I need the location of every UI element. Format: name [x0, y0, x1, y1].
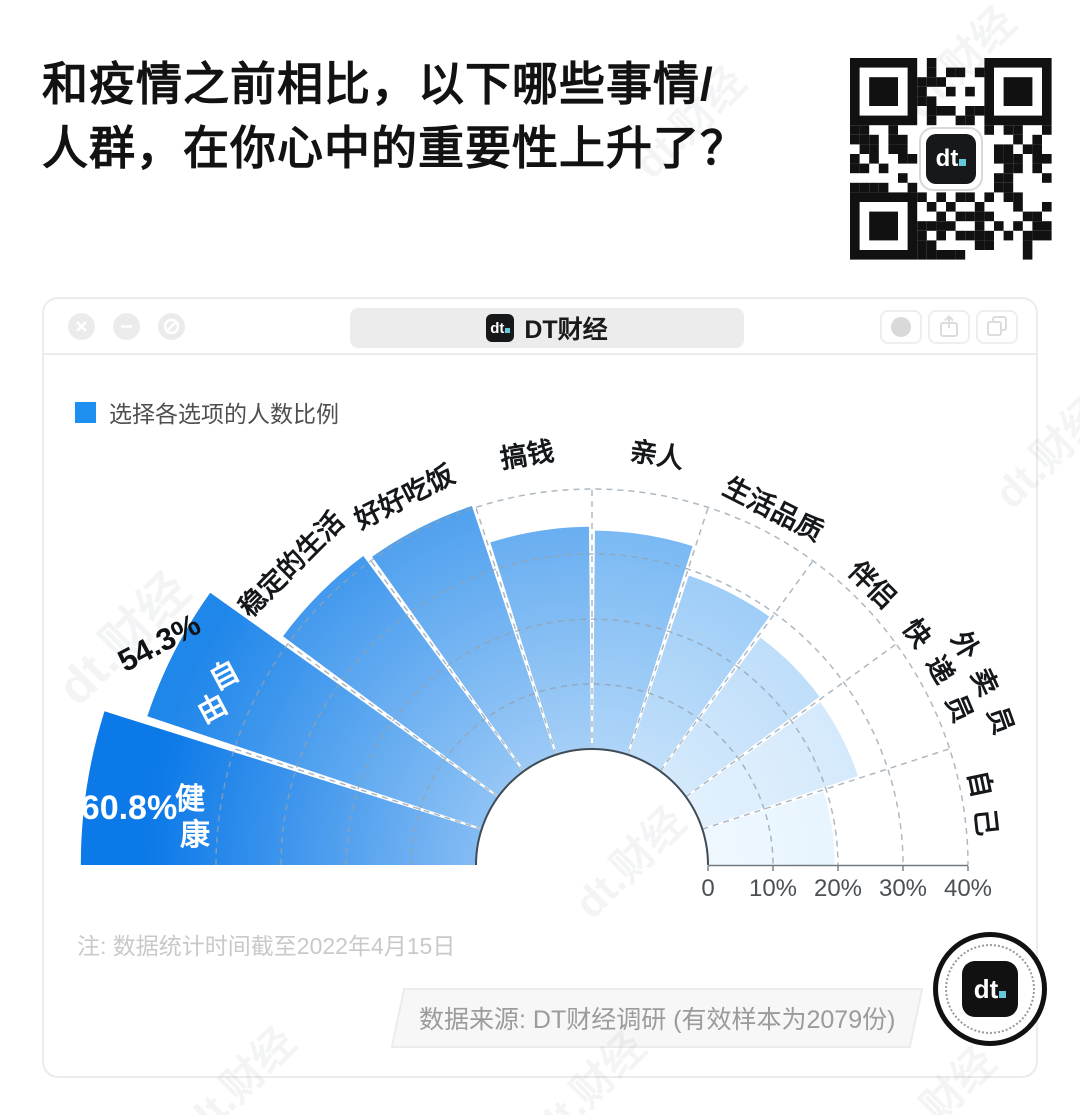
source-text: 数据来源: DT财经调研 (有效样本为2079份) [418, 1006, 896, 1034]
dt-logo-text: dt [490, 319, 505, 337]
axis-tick-label: 20% [814, 875, 862, 902]
axis-tick-label: 30% [879, 875, 927, 902]
dt-logo-text: dt [973, 974, 999, 1004]
source-banner: 数据来源: DT财经调研 (有效样本为2079份) [390, 988, 924, 1048]
browser-window: dt DT财经 选择各选项的人数比例 0 10% 20% 30% 40% 稳定的生活 好好吃… [42, 297, 1047, 1078]
close-button[interactable] [68, 313, 95, 340]
slash-icon [166, 321, 177, 332]
qr-code: dt [850, 58, 1052, 260]
axis-tick-label: 10% [749, 875, 797, 902]
wedge-label-health: 康 [180, 818, 211, 852]
page-title: 和疫情之前相比，以下哪些事情/ 人群，在你心中的重要性上升了？ [42, 52, 842, 180]
logo-dot [959, 159, 967, 166]
category-label: 自 [962, 768, 998, 801]
value-label-health: 60.8% [81, 789, 177, 827]
reload-button[interactable] [158, 313, 185, 340]
axis-tick-label: 40% [944, 875, 992, 902]
legend-swatch [75, 401, 96, 423]
badge-dotted-ring [945, 944, 1035, 1034]
center-hole [475, 748, 709, 866]
badge-logo: dt [962, 961, 1018, 1017]
tabs-button[interactable] [976, 310, 1018, 344]
address-tab[interactable]: dt DT财经 [350, 308, 744, 348]
window-titlebar: dt DT财经 [44, 299, 1036, 355]
category-label: 己 [969, 807, 1002, 837]
title-line-1: 和疫情之前相比，以下哪些事情/ [42, 58, 714, 110]
grid-arc [215, 488, 969, 866]
profile-button[interactable] [880, 310, 922, 344]
minimize-button[interactable] [113, 313, 140, 340]
close-icon [76, 321, 87, 332]
grid-arc [345, 618, 839, 866]
axis-tick-label: 0 [701, 875, 714, 902]
wedge-label-health: 健 [175, 783, 205, 816]
user-circle-icon [891, 317, 911, 337]
legend-label: 选择各选项的人数比例 [109, 401, 339, 427]
dt-logo-text: dt [935, 145, 959, 172]
share-button[interactable] [928, 310, 970, 344]
grid-arc [280, 553, 904, 866]
copy-icon [987, 316, 1007, 336]
dt-logo-badge: dt [486, 314, 515, 342]
logo-dot [999, 991, 1007, 998]
share-icon [940, 315, 958, 337]
footnote: 注: 数据统计时间截至2022年4月15日 [77, 933, 456, 959]
qr-pattern [850, 58, 1052, 260]
tab-title: DT财经 [524, 316, 608, 344]
chart-legend: 选择各选项的人数比例 [75, 395, 339, 429]
logo-dot [505, 327, 511, 333]
title-line-2: 人群，在你心中的重要性上升了？ [42, 122, 747, 174]
brand-badge: dt [933, 932, 1047, 1046]
qr-center-logo: dt [919, 127, 983, 191]
